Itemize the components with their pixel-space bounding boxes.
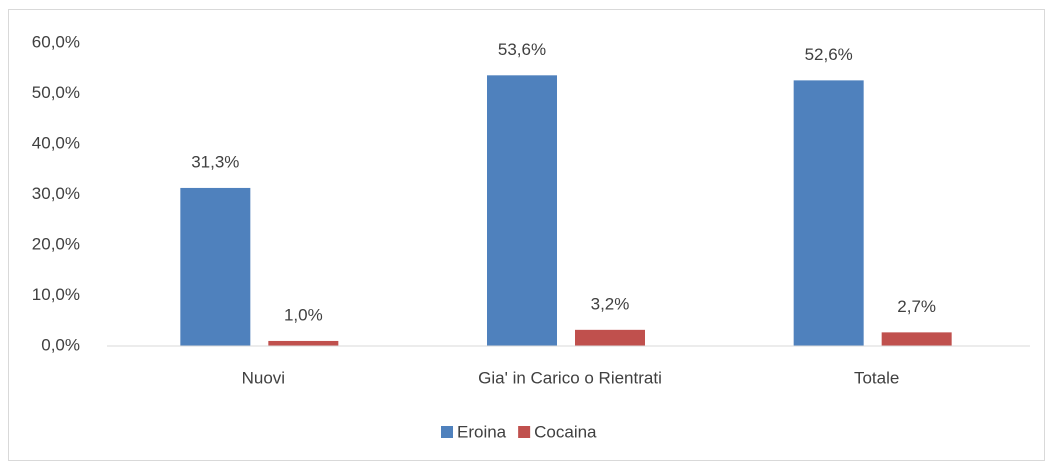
bar	[180, 187, 251, 346]
y-tick-label: 30,0%	[32, 184, 80, 203]
bar	[793, 80, 864, 347]
value-label: 31,3%	[191, 152, 239, 171]
bar	[268, 340, 339, 346]
value-label: 2,7%	[897, 297, 936, 316]
value-label: 1,0%	[284, 305, 323, 324]
y-tick-label: 60,0%	[32, 32, 80, 51]
y-tick-label: 50,0%	[32, 83, 80, 102]
y-tick-label: 40,0%	[32, 133, 80, 152]
y-tick-label: 10,0%	[32, 285, 80, 304]
x-tick-label: Gia' in Carico o Rientrati	[478, 368, 662, 387]
bar	[487, 75, 557, 346]
legend-label: Eroina	[457, 422, 507, 441]
value-label: 52,6%	[805, 45, 853, 64]
value-label: 53,6%	[498, 40, 546, 59]
bar	[881, 332, 952, 346]
legend-swatch	[518, 426, 531, 438]
x-tick-label: Nuovi	[242, 368, 285, 387]
x-tick-label: Totale	[854, 368, 899, 387]
bar	[575, 329, 645, 346]
y-tick-label: 0,0%	[41, 335, 80, 354]
legend-label: Cocaina	[534, 422, 597, 441]
legend-swatch	[441, 426, 453, 438]
value-label: 3,2%	[591, 294, 630, 313]
y-tick-label: 20,0%	[32, 234, 80, 253]
